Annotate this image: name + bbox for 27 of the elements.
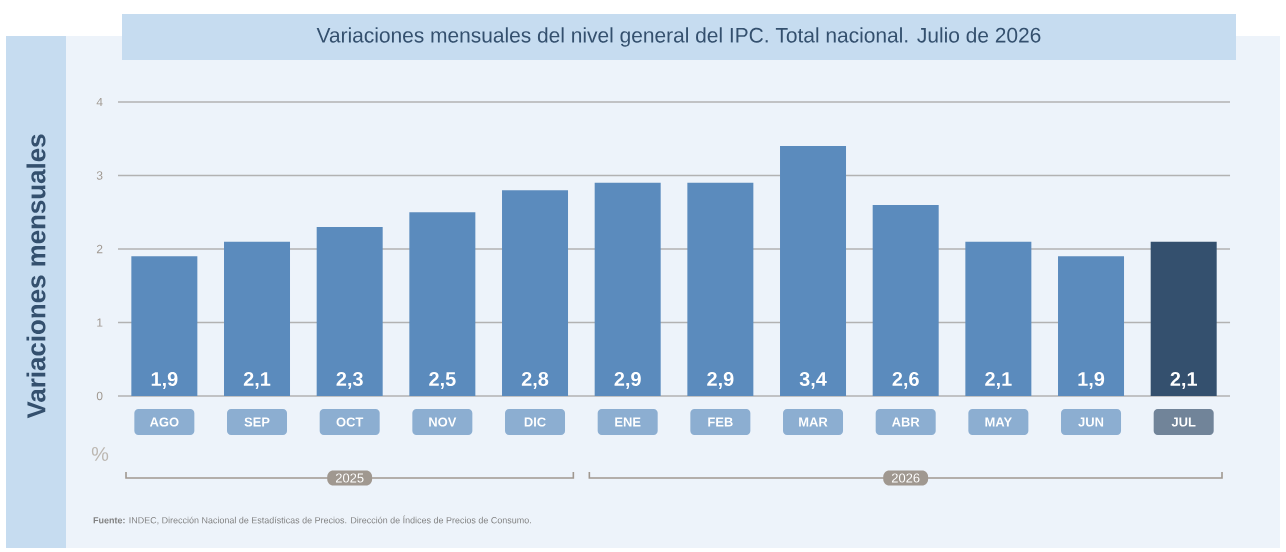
bar <box>687 182 754 396</box>
data-label: 2,6 <box>892 371 919 389</box>
bar <box>224 241 291 396</box>
bar <box>872 204 939 396</box>
chart-title: Variaciones mensuales del nivel general del IPC. Total nacional. Julio de 2026 <box>316 27 1041 47</box>
data-label: 2,9 <box>707 371 734 389</box>
bar <box>780 146 847 396</box>
data-label: 2,1 <box>1170 371 1197 389</box>
data-label: 2,9 <box>614 371 641 389</box>
data-label: 2,3 <box>336 371 363 389</box>
data-label: 1,9 <box>1078 371 1105 389</box>
text: % <box>91 447 109 461</box>
data-label: 2,5 <box>429 371 456 389</box>
bar <box>965 241 1032 396</box>
data-label: 3,4 <box>799 371 827 389</box>
data-label: 1,9 <box>151 371 178 389</box>
bar <box>409 212 476 396</box>
bar <box>1058 256 1125 396</box>
bar <box>502 190 569 396</box>
bar <box>316 226 383 396</box>
data-label: 2,8 <box>521 371 549 389</box>
y-axis-title: Variaciones mensuales <box>26 134 46 419</box>
data-label: 2,1 <box>243 371 271 389</box>
bar <box>1150 241 1217 396</box>
bar <box>594 182 661 396</box>
bar <box>131 256 198 396</box>
data-label: 2,1 <box>985 371 1012 389</box>
